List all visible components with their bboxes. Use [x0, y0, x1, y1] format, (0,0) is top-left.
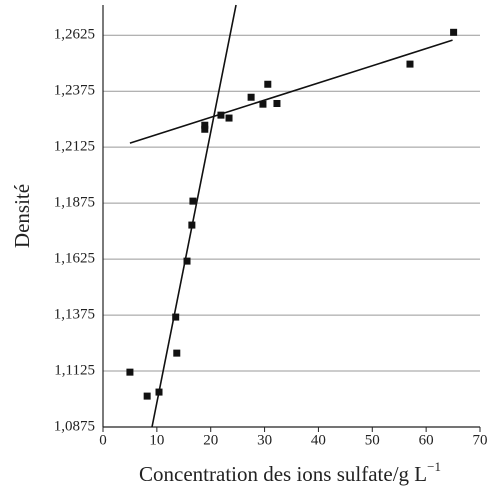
y-tick-label: 1,1375: [54, 307, 95, 323]
data-point: [259, 100, 267, 108]
x-tick-label: 70: [473, 432, 488, 448]
data-point: [406, 60, 414, 68]
data-point: [201, 125, 209, 133]
fit-line: [151, 4, 237, 428]
data-point: [172, 313, 180, 321]
x-tick-label: 30: [257, 432, 272, 448]
y-tick-label: 1,2125: [54, 139, 95, 155]
x-tick-label: 10: [149, 432, 164, 448]
data-point: [201, 121, 209, 129]
x-axis-title: Concentration des ions sulfate/g L−1: [139, 459, 441, 486]
x-tick-label: 60: [419, 432, 434, 448]
data-point: [225, 114, 233, 122]
data-point: [143, 392, 151, 400]
x-axis-title-sup: −1: [427, 459, 441, 474]
data-point: [247, 93, 255, 101]
data-point: [126, 368, 134, 376]
data-point: [273, 100, 281, 108]
data-point: [183, 257, 191, 265]
y-tick-label: 1,1125: [54, 362, 95, 378]
data-point: [217, 111, 225, 119]
y-tick-label: 1,0875: [54, 418, 95, 434]
fit-line: [129, 39, 453, 144]
y-tick-label: 1,2375: [54, 83, 95, 99]
y-tick-label: 1,1875: [54, 195, 95, 211]
x-tick-label: 50: [365, 432, 380, 448]
data-point: [173, 349, 181, 357]
y-tick-label: 1,2625: [54, 27, 95, 43]
data-point: [188, 221, 196, 229]
y-tick-label: 1,1625: [54, 251, 95, 267]
x-axis-title-main: Concentration des ions sulfate/g L: [139, 462, 427, 486]
x-tick-label: 20: [203, 432, 218, 448]
data-point: [155, 388, 163, 396]
data-point: [450, 28, 458, 36]
data-point: [264, 80, 272, 88]
data-point: [189, 197, 197, 205]
x-tick-label: 40: [311, 432, 326, 448]
y-axis-title: Densité: [10, 184, 34, 248]
x-tick-label: 0: [99, 432, 107, 448]
